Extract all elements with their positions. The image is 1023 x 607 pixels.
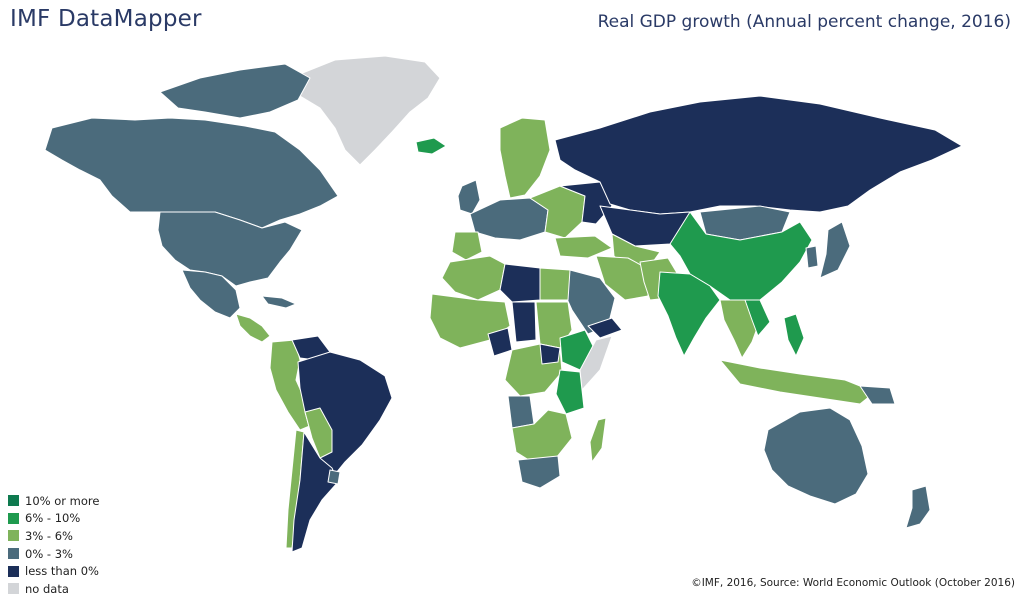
region-china[interactable] <box>669 211 813 301</box>
region-argentina[interactable] <box>291 431 339 553</box>
region-bolivia-paraguay[interactable] <box>304 407 333 459</box>
region-korea[interactable] <box>805 245 819 269</box>
legend-swatch <box>8 512 19 524</box>
region-turkey[interactable] <box>554 235 613 259</box>
legend-item-no-data: no data <box>8 580 99 598</box>
region-russia[interactable] <box>554 95 963 215</box>
region-new-zealand[interactable] <box>905 485 931 529</box>
region-australia[interactable] <box>763 407 869 505</box>
legend: 10% or more 6% - 10% 3% - 6% 0% - 3% les… <box>8 492 99 598</box>
legend-label: no data <box>25 581 69 596</box>
region-india[interactable] <box>657 271 721 357</box>
legend-swatch <box>8 565 19 577</box>
region-north-africa-west[interactable] <box>441 255 506 301</box>
legend-label: 3% - 6% <box>25 528 73 543</box>
region-libya[interactable] <box>499 263 541 303</box>
region-uruguay[interactable] <box>327 469 341 485</box>
region-caribbean[interactable] <box>261 295 297 309</box>
region-philippines[interactable] <box>783 313 805 357</box>
region-indonesia[interactable] <box>719 359 876 405</box>
legend-item-0-3: 0% - 3% <box>8 545 99 563</box>
legend-swatch <box>8 530 19 542</box>
region-iberia[interactable] <box>451 231 483 261</box>
region-iceland[interactable] <box>415 137 447 155</box>
legend-swatch <box>8 548 19 560</box>
region-japan[interactable] <box>819 221 851 279</box>
region-madagascar[interactable] <box>589 417 607 463</box>
region-angola[interactable] <box>507 395 535 429</box>
region-uk-ireland[interactable] <box>457 179 481 215</box>
source-credit: ©IMF, 2016, Source: World Economic Outlo… <box>691 577 1015 589</box>
region-chad[interactable] <box>511 301 537 343</box>
region-canada-islands[interactable] <box>159 63 311 119</box>
region-mexico[interactable] <box>181 269 241 319</box>
region-south-sudan[interactable] <box>539 343 561 365</box>
legend-item-less-than-0: less than 0% <box>8 562 99 580</box>
region-egypt[interactable] <box>539 267 571 301</box>
region-western-europe[interactable] <box>469 197 549 241</box>
map-title: Real GDP growth (Annual percent change, … <box>597 12 1011 32</box>
region-central-america[interactable] <box>235 313 271 343</box>
region-south-africa[interactable] <box>517 455 561 489</box>
legend-swatch <box>8 583 19 595</box>
legend-label: 6% - 10% <box>25 511 81 526</box>
region-yemen[interactable] <box>587 317 623 339</box>
region-png[interactable] <box>859 385 896 405</box>
region-southern-africa[interactable] <box>511 409 573 463</box>
legend-item-3-6: 3% - 6% <box>8 527 99 545</box>
legend-label: 0% - 3% <box>25 546 73 561</box>
legend-label: 10% or more <box>25 493 100 508</box>
legend-label: less than 0% <box>25 564 99 579</box>
legend-item-10-or-more: 10% or more <box>8 492 99 510</box>
region-scandinavia[interactable] <box>499 117 551 199</box>
region-somalia[interactable] <box>579 335 613 391</box>
app-title: IMF DataMapper <box>10 6 202 32</box>
region-canada[interactable] <box>44 117 339 229</box>
legend-item-6-10: 6% - 10% <box>8 510 99 528</box>
legend-swatch <box>8 495 19 507</box>
region-greenland[interactable] <box>289 55 441 166</box>
region-east-africa[interactable] <box>555 369 585 415</box>
region-vietnam[interactable] <box>744 299 771 337</box>
region-usa[interactable] <box>157 211 303 287</box>
